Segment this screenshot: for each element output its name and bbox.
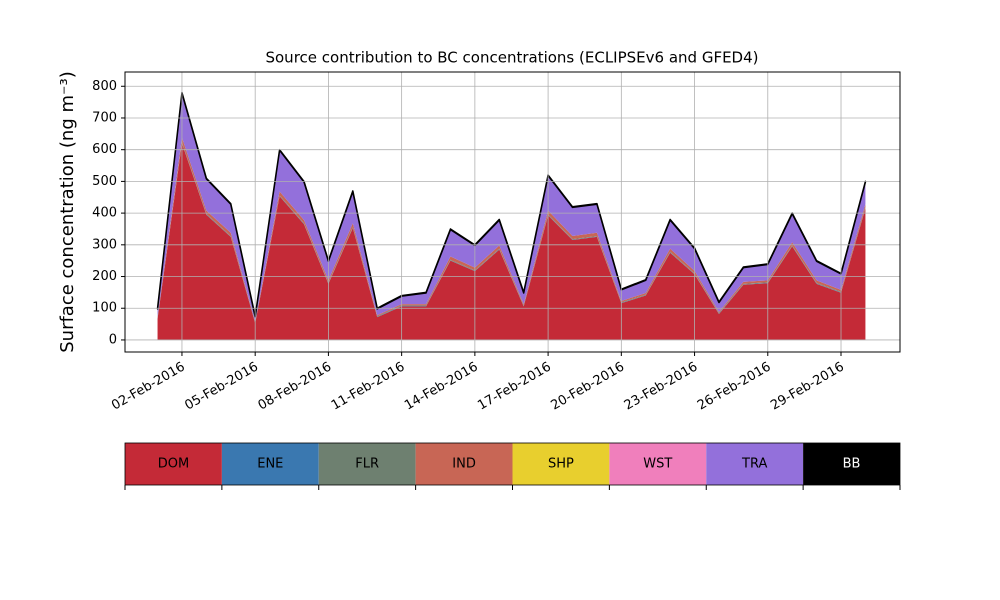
y-tick-label: 100 bbox=[92, 301, 117, 316]
x-tick-label: 05-Feb-2016 bbox=[182, 360, 261, 414]
x-tick-label: 26-Feb-2016 bbox=[695, 360, 774, 414]
y-tick-label: 500 bbox=[92, 174, 117, 189]
chart-title: Source contribution to BC concentrations… bbox=[265, 49, 758, 67]
x-tick-label: 02-Feb-2016 bbox=[109, 360, 188, 414]
x-tick-label: 11-Feb-2016 bbox=[329, 360, 408, 414]
legend-swatch bbox=[706, 443, 804, 485]
x-tick-label: 08-Feb-2016 bbox=[256, 360, 335, 414]
x-tick-label: 20-Feb-2016 bbox=[549, 360, 628, 414]
area-dom bbox=[157, 143, 866, 340]
x-tick-label: 23-Feb-2016 bbox=[622, 360, 701, 414]
legend-frame bbox=[124, 442, 901, 486]
legend-label: WST bbox=[643, 457, 672, 472]
plot-frame bbox=[124, 71, 901, 353]
y-tick-label: 300 bbox=[92, 237, 117, 252]
x-tick-label: 14-Feb-2016 bbox=[402, 360, 481, 414]
legend-swatch bbox=[512, 443, 610, 485]
y-tick-label: 600 bbox=[92, 142, 117, 157]
y-tick-label: 800 bbox=[92, 79, 117, 94]
legend-label: TRA bbox=[741, 457, 767, 472]
y-axis-label: Surface concentration (ng m⁻³) bbox=[57, 71, 78, 353]
y-tick-label: 700 bbox=[92, 110, 117, 125]
legend-swatch bbox=[415, 443, 513, 485]
legend-swatch bbox=[221, 443, 319, 485]
area-tra bbox=[157, 93, 866, 322]
y-tick-label: 0 bbox=[109, 332, 117, 347]
legend-label: IND bbox=[452, 457, 476, 472]
legend-swatch bbox=[803, 443, 900, 485]
legend-label: FLR bbox=[355, 457, 379, 472]
legend-swatch bbox=[125, 443, 222, 485]
x-tick-label: 29-Feb-2016 bbox=[768, 360, 847, 414]
y-tick-label: 200 bbox=[92, 269, 117, 284]
x-tick-label: 17-Feb-2016 bbox=[475, 360, 554, 414]
legend-swatch bbox=[609, 443, 707, 485]
legend-label: ENE bbox=[257, 457, 283, 472]
legend-label: DOM bbox=[158, 457, 189, 472]
y-tick-label: 400 bbox=[92, 206, 117, 221]
legend-swatch bbox=[318, 443, 416, 485]
legend-label: SHP bbox=[548, 457, 574, 472]
legend-label: BB bbox=[843, 457, 861, 472]
